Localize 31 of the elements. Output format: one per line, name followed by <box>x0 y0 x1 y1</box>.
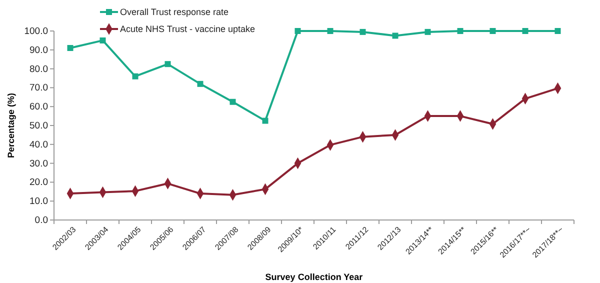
point <box>294 28 301 34</box>
y-tick-label: 60.0 <box>30 102 48 113</box>
point <box>67 45 74 52</box>
y-axis-title: Percentage (%) <box>6 92 16 158</box>
y-tick-label: 10.0 <box>30 196 48 208</box>
y-tick-label: 100.0 <box>24 26 48 38</box>
point <box>327 28 334 34</box>
y-tick-label: 40.0 <box>30 139 48 150</box>
y-tick-label: 50.0 <box>30 120 48 132</box>
y-tick-label: 0.0 <box>34 215 48 226</box>
point <box>424 28 431 35</box>
point <box>262 118 268 124</box>
legend-label: Acute NHS Trust - vaccine uptake <box>120 24 256 34</box>
y-tick-label: 80.0 <box>30 64 48 75</box>
point <box>100 37 106 44</box>
point <box>132 73 138 80</box>
x-axis-title: Survey Collection Year <box>265 272 364 282</box>
point <box>197 80 204 87</box>
point <box>490 28 496 34</box>
point <box>164 61 171 68</box>
point <box>457 28 464 34</box>
y-tick-label: 70.0 <box>30 82 48 94</box>
point <box>360 28 366 35</box>
y-tick-label: 30.0 <box>30 158 48 170</box>
point <box>554 28 561 34</box>
legend-label: Overall Trust response rate <box>120 7 229 18</box>
point <box>230 98 236 105</box>
point <box>392 32 398 39</box>
y-tick-label: 90.0 <box>30 44 48 56</box>
y-tick-label: 20.0 <box>30 177 48 188</box>
point <box>522 28 528 34</box>
